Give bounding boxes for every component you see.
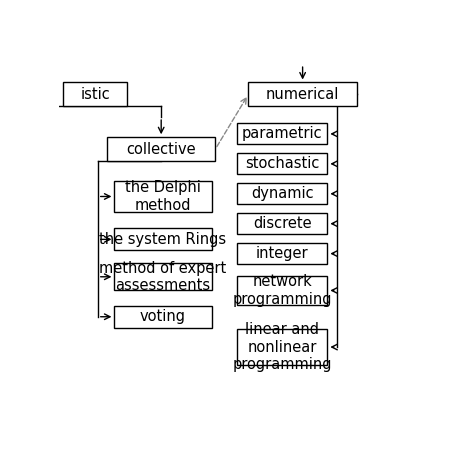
Text: parametric: parametric bbox=[242, 127, 323, 141]
Text: istic: istic bbox=[80, 87, 110, 102]
Text: stochastic: stochastic bbox=[245, 156, 319, 171]
FancyBboxPatch shape bbox=[114, 306, 212, 328]
Text: numerical: numerical bbox=[266, 87, 339, 102]
FancyBboxPatch shape bbox=[114, 181, 212, 212]
FancyBboxPatch shape bbox=[248, 82, 357, 106]
FancyBboxPatch shape bbox=[114, 263, 212, 291]
FancyBboxPatch shape bbox=[63, 82, 127, 106]
Text: collective: collective bbox=[127, 142, 196, 156]
Text: network
programming: network programming bbox=[233, 274, 332, 307]
FancyBboxPatch shape bbox=[237, 243, 328, 264]
FancyBboxPatch shape bbox=[107, 137, 215, 161]
FancyBboxPatch shape bbox=[114, 228, 212, 250]
Text: linear and
nonlinear
programming: linear and nonlinear programming bbox=[233, 322, 332, 372]
FancyBboxPatch shape bbox=[237, 123, 328, 145]
FancyBboxPatch shape bbox=[237, 329, 328, 365]
Text: voting: voting bbox=[140, 309, 186, 324]
FancyBboxPatch shape bbox=[237, 213, 328, 234]
Text: the system Rings: the system Rings bbox=[100, 232, 227, 247]
Text: integer: integer bbox=[256, 246, 309, 261]
FancyBboxPatch shape bbox=[237, 276, 328, 305]
FancyBboxPatch shape bbox=[237, 153, 328, 174]
Text: discrete: discrete bbox=[253, 216, 312, 231]
Text: method of expert
assessments: method of expert assessments bbox=[100, 261, 227, 293]
Text: dynamic: dynamic bbox=[251, 186, 314, 201]
Text: the Delphi
method: the Delphi method bbox=[125, 180, 201, 213]
FancyBboxPatch shape bbox=[237, 183, 328, 204]
